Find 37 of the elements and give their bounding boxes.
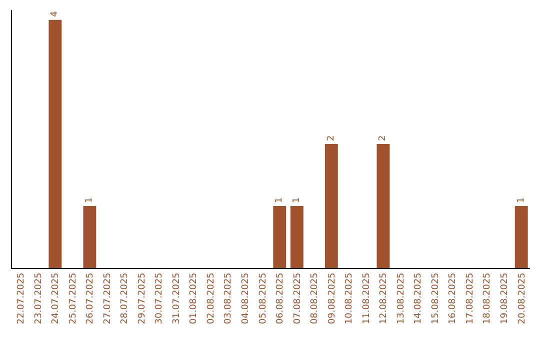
x-tick-label: 10.08.2025 (344, 272, 355, 324)
x-tick-label: 09.08.2025 (327, 272, 338, 324)
x-tick-label: 06.08.2025 (276, 272, 286, 324)
x-tick-label: 31.07.2025 (172, 272, 182, 324)
x-tick-label: 04.08.2025 (241, 272, 252, 324)
data-label: 1 (516, 197, 526, 203)
x-tick-label: 01.08.2025 (189, 272, 200, 324)
x-tick-label: 25.07.2025 (68, 272, 78, 324)
x-tick-label: 29.07.2025 (137, 272, 148, 324)
x-tick-label: 20.08.2025 (517, 272, 528, 324)
data-label: 1 (292, 197, 302, 203)
x-tick-label: 12.08.2025 (379, 272, 390, 324)
x-tick-label: 26.07.2025 (86, 272, 96, 324)
x-tick-label: 07.08.2025 (292, 272, 303, 324)
x-tick-label: 18.08.2025 (482, 272, 493, 324)
x-tick-label: 23.07.2025 (34, 272, 44, 324)
x-tick-label: 27.07.2025 (102, 272, 113, 324)
x-tick-label: 16.08.2025 (448, 272, 458, 324)
x-tick-label: 30.07.2025 (154, 272, 165, 324)
x-tick-label: 02.08.2025 (206, 272, 216, 324)
data-label: 2 (326, 135, 336, 141)
x-tick-label: 05.08.2025 (258, 272, 268, 324)
x-tick-label: 14.08.2025 (414, 272, 424, 324)
x-tick-label: 17.08.2025 (465, 272, 476, 324)
data-label: 1 (274, 197, 285, 203)
x-tick-label: 08.08.2025 (310, 272, 320, 324)
data-label: 4 (50, 10, 60, 17)
x-tick-label: 13.08.2025 (396, 272, 406, 324)
x-tick-label: 24.07.2025 (51, 272, 62, 324)
x-tick-label: 28.07.2025 (120, 272, 130, 324)
x-tick-label: 03.08.2025 (224, 272, 234, 324)
x-tick-label: 22.07.2025 (16, 272, 27, 324)
data-label: 1 (84, 197, 95, 203)
x-tick-label: 19.08.2025 (500, 272, 510, 324)
x-tick-label: 15.08.2025 (430, 272, 441, 324)
data-label: 2 (378, 135, 388, 141)
x-tick-label: 11.08.2025 (362, 272, 372, 324)
